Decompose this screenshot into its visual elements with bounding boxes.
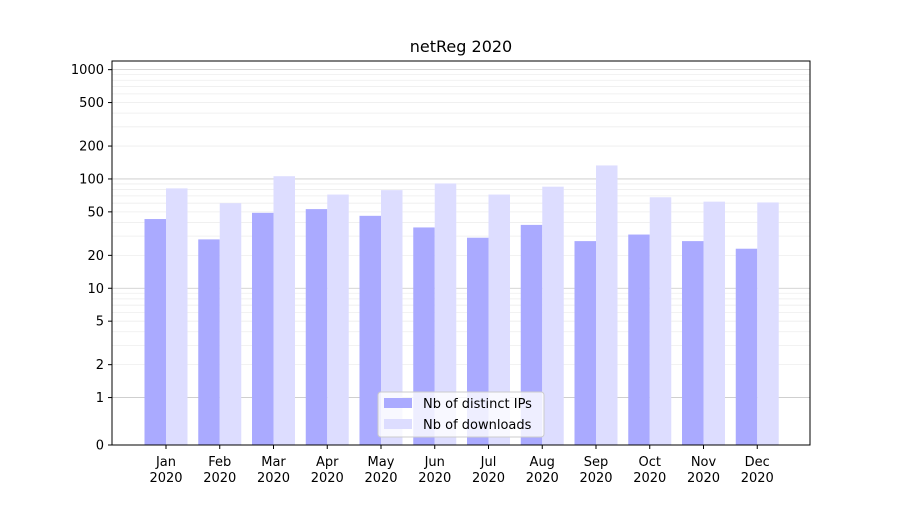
x-tick-label: Aug 2020 [526, 455, 559, 486]
bar-distinct-ips [520, 224, 543, 445]
x-tick-label: Sep 2020 [579, 455, 612, 486]
bar-downloads [166, 188, 188, 445]
x-tick-label: Jul 2020 [472, 455, 505, 486]
bar-distinct-ips [359, 215, 381, 445]
y-tick-label: 1000 [71, 63, 104, 78]
x-tick-label: Feb 2020 [203, 455, 236, 486]
bar-downloads [219, 203, 242, 445]
x-tick-label: Jun 2020 [418, 455, 451, 486]
y-tick-label: 10 [87, 282, 104, 297]
y-tick-label: 200 [79, 140, 104, 155]
y-tick-label: 5 [96, 315, 104, 330]
bar-distinct-ips [305, 209, 328, 445]
y-tick-label: 0 [96, 439, 104, 454]
bar-distinct-ips [735, 248, 758, 445]
y-tick-label: 2 [96, 358, 104, 373]
bar-downloads [273, 176, 295, 446]
y-tick-label: 500 [79, 96, 104, 111]
x-tick-label: Jan 2020 [149, 455, 182, 486]
x-tick-label: Oct 2020 [633, 455, 666, 486]
y-tick-label: 20 [87, 249, 104, 264]
legend-label-distinct-ips: Nb of distinct IPs [423, 397, 532, 412]
bar-distinct-ips [574, 241, 596, 445]
plot-frame [111, 60, 811, 446]
bar-downloads [381, 190, 403, 445]
legend-swatch-distinct-ips [384, 398, 412, 408]
legend-swatch-downloads [384, 419, 412, 429]
y-axis: 0 1 2 5 10 20 50 100 200 500 1000 [71, 63, 112, 454]
x-tick-label: May 2020 [364, 455, 397, 486]
chart-title: netReg 2020 [410, 37, 512, 56]
y-tick-label: 50 [87, 205, 104, 220]
bar-downloads [434, 183, 457, 445]
x-tick-label: Dec 2020 [741, 455, 774, 486]
bar-downloads [488, 194, 510, 445]
bar-downloads [703, 201, 725, 445]
x-tick-label: Apr 2020 [311, 455, 344, 486]
bar-distinct-ips [252, 212, 274, 445]
legend-label-downloads: Nb of downloads [423, 418, 532, 433]
y-tick-label: 1 [96, 391, 104, 406]
x-tick-label: Mar 2020 [257, 455, 290, 486]
x-axis: Jan 2020 Feb 2020 Mar 2020 Apr 2020 May 2020 Jun 20… [149, 445, 774, 486]
bar-distinct-ips [682, 241, 704, 445]
bar-distinct-ips [144, 219, 166, 445]
bar-downloads [757, 202, 779, 445]
x-tick-label: Nov 2020 [687, 455, 720, 486]
bar-distinct-ips [413, 227, 435, 445]
bar-downloads [596, 165, 618, 446]
y-tick-label: 100 [79, 172, 104, 187]
bar-distinct-ips [628, 234, 650, 445]
legend-box [377, 391, 545, 438]
bars [144, 165, 779, 446]
bar-downloads [327, 194, 349, 445]
bar-downloads [542, 186, 564, 445]
legend: Nb of distinct IPs Nb of downloads [377, 391, 545, 438]
bar-distinct-ips [198, 239, 220, 445]
bar-downloads [649, 197, 672, 445]
